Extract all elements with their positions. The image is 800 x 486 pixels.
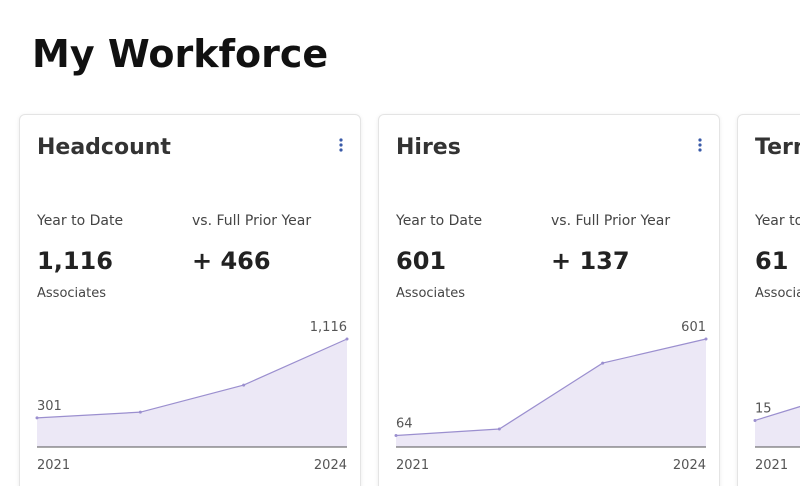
x-tick-label: 2024 xyxy=(314,458,347,473)
unit-label: Associates xyxy=(396,286,465,301)
x-tick-label: 2021 xyxy=(755,458,788,473)
more-menu[interactable] xyxy=(695,137,705,153)
data-label: 1,116 xyxy=(310,320,347,335)
point xyxy=(394,433,398,437)
menu-dot xyxy=(698,143,702,147)
metric-card: Headcount Year to Date 1,116 vs. Full Prior… xyxy=(19,114,361,486)
sparkline: 2021 15 xyxy=(753,401,800,473)
card-title: Terminations xyxy=(755,135,800,160)
more-menu[interactable] xyxy=(336,137,346,153)
menu-dot xyxy=(339,138,343,142)
ytd-value: 1,116 xyxy=(37,247,113,275)
sparkline: 2021 2024 64 601 xyxy=(394,320,708,473)
menu-dot xyxy=(698,138,702,142)
area-line xyxy=(36,338,348,419)
point xyxy=(242,383,246,387)
metric-card: Terminations Year to Date 61 Associates 2021… xyxy=(737,114,800,486)
menu-dot xyxy=(698,148,702,152)
point xyxy=(497,427,501,431)
card-title: Headcount xyxy=(37,135,171,160)
ytd-label: Year to Date xyxy=(396,213,483,229)
area-fill xyxy=(396,339,706,447)
vs-value: + 137 xyxy=(551,247,630,275)
ytd-value: 61 xyxy=(755,247,789,275)
data-label: 301 xyxy=(37,399,62,414)
menu-dot xyxy=(339,143,343,147)
x-tick-label: 2021 xyxy=(396,458,429,473)
point xyxy=(601,361,605,365)
point xyxy=(35,416,39,420)
data-label: 601 xyxy=(681,320,706,335)
sparkline: 2021 2024 301 1,116 xyxy=(35,320,349,473)
data-label: 15 xyxy=(755,401,772,416)
data-label: 64 xyxy=(396,416,413,431)
unit-label: Associates xyxy=(755,286,800,301)
ytd-value: 601 xyxy=(396,247,447,275)
vs-value: + 466 xyxy=(192,247,271,275)
ytd-label: Year to Date xyxy=(37,213,124,229)
page-title: My Workforce xyxy=(32,32,329,76)
unit-label: Associates xyxy=(37,286,106,301)
ytd-label: Year to Date xyxy=(755,213,800,229)
point xyxy=(753,418,757,422)
vs-label: vs. Full Prior Year xyxy=(192,213,312,229)
area-fill xyxy=(755,406,800,447)
area-fill xyxy=(37,339,347,447)
metric-card: Hires Year to Date 601 vs. Full Prior Year +… xyxy=(378,114,720,486)
x-tick-label: 2024 xyxy=(673,458,706,473)
menu-dot xyxy=(339,148,343,152)
area-line xyxy=(395,338,707,437)
point xyxy=(704,337,708,341)
point xyxy=(345,337,349,341)
area-line xyxy=(754,405,800,422)
vs-label: vs. Full Prior Year xyxy=(551,213,671,229)
point xyxy=(138,410,142,414)
x-tick-label: 2021 xyxy=(37,458,70,473)
card-title: Hires xyxy=(396,135,461,160)
